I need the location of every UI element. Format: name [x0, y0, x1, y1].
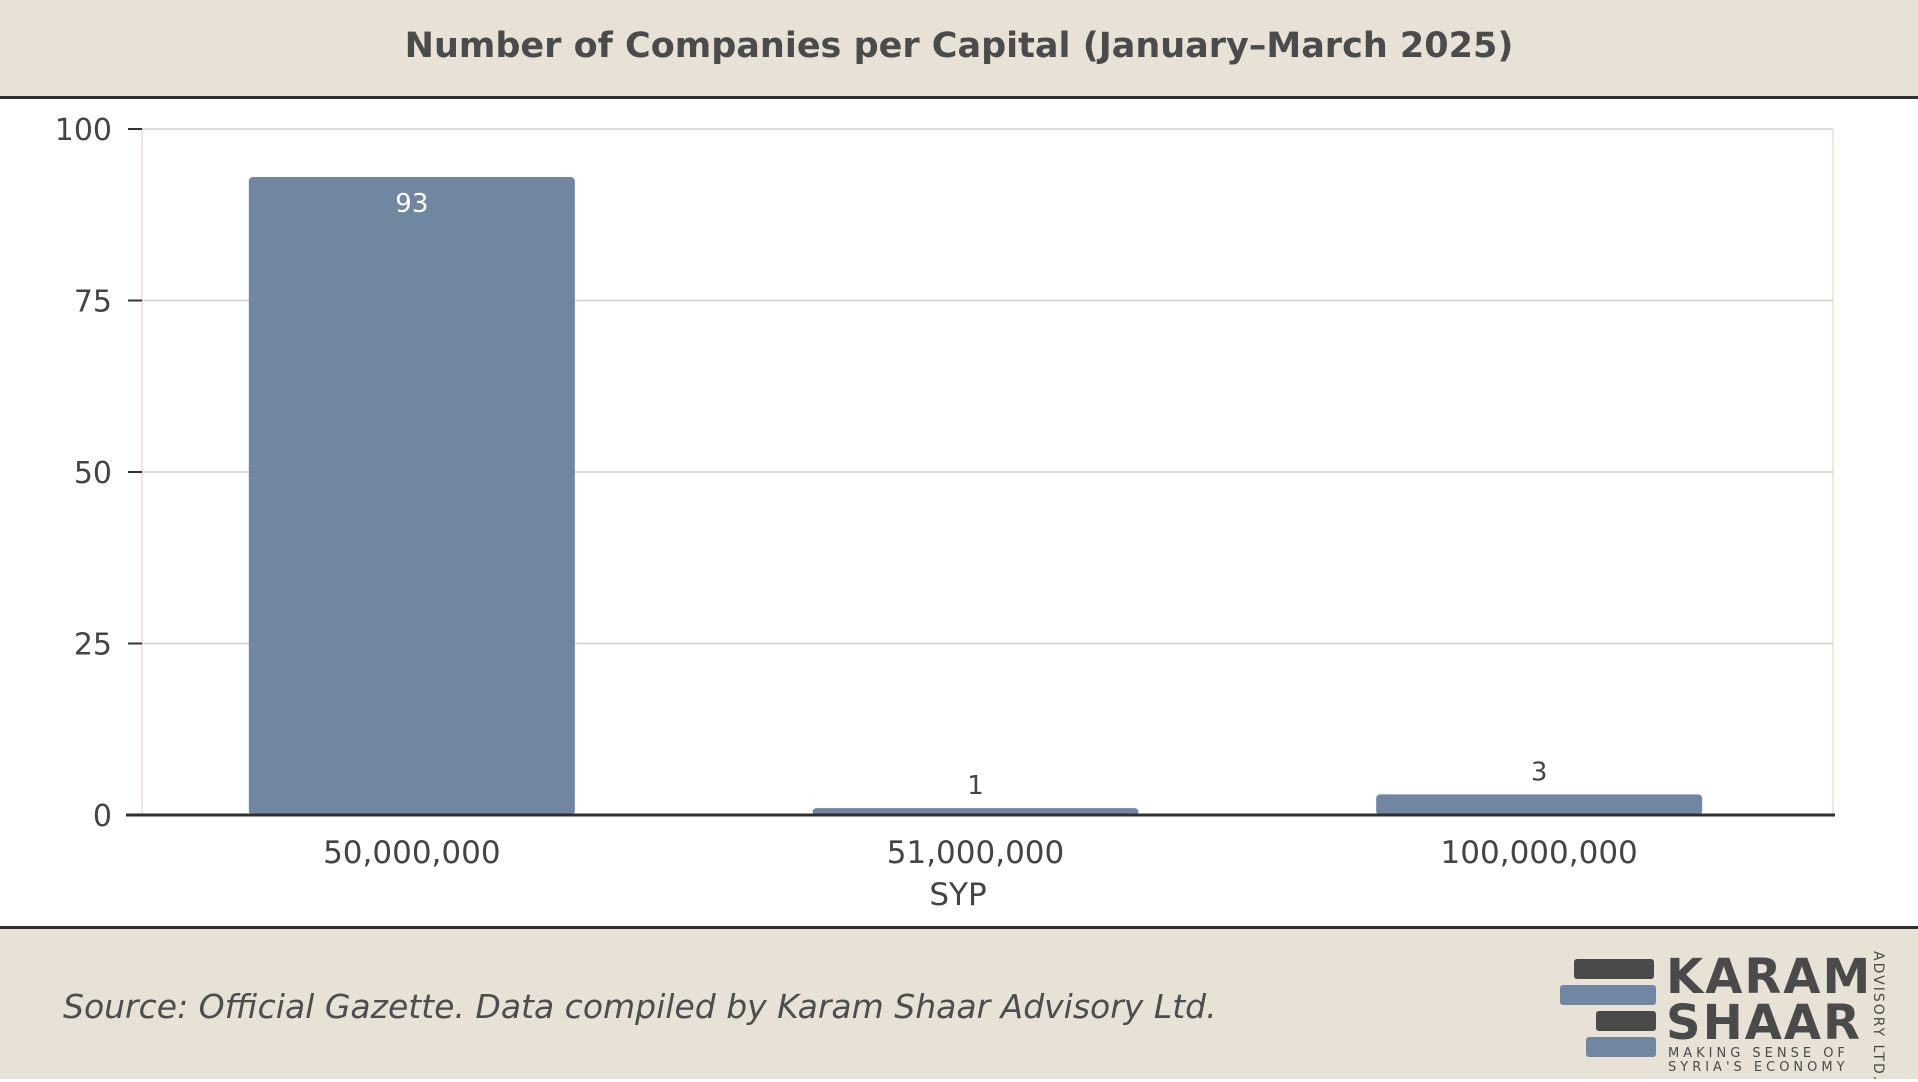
brand-logo: KARAM SHAAR MAKING SENSE OF SYRIA'S ECON…: [1556, 949, 1896, 1082]
logo-stripe-3: [1596, 1011, 1656, 1031]
bar-51000000: [812, 808, 1139, 815]
logo-advisory-ltd: ADVISORY LTD.: [1870, 951, 1886, 1082]
logo-stripe-1: [1574, 959, 1654, 979]
logo-word-karam: KARAM: [1666, 949, 1873, 1005]
x-tick-label: 51,000,000: [887, 835, 1065, 871]
logo-word-shaar: SHAAR: [1666, 995, 1862, 1051]
bar-value-label: 1: [967, 771, 984, 801]
bar-100000000: [1376, 794, 1703, 815]
chart-footer: Source: Official Gazette. Data compiled …: [0, 926, 1918, 1082]
logo-tagline-2: SYRIA'S ECONOMY: [1668, 1060, 1849, 1075]
y-tick-label: 50: [74, 456, 112, 491]
bar-chart: 0 25 50 75 100 93 50,000,000 1 51,000,000 3 100,00…: [55, 113, 1835, 913]
x-tick-label: 100,000,000: [1441, 835, 1638, 871]
logo-stripe-4: [1586, 1037, 1656, 1057]
y-tick-label: 0: [93, 799, 112, 834]
source-note: Source: Official Gazette. Data compiled …: [63, 987, 1217, 1026]
chart-plot-area: 0 25 50 75 100 93 50,000,000 1 51,000,000 3 100,00…: [0, 99, 1918, 926]
x-axis-title: SYP: [929, 877, 986, 913]
logo-tagline-1: MAKING SENSE OF: [1668, 1046, 1849, 1061]
y-tick-label: 100: [55, 113, 112, 148]
y-tick-label: 25: [74, 628, 112, 663]
y-tick-label: 75: [74, 285, 112, 320]
chart-header: Number of Companies per Capital (January…: [0, 0, 1918, 99]
bar-value-label: 93: [395, 189, 428, 219]
bar-50000000: [248, 177, 575, 815]
x-tick-label: 50,000,000: [323, 835, 501, 871]
logo-stripe-2: [1560, 985, 1656, 1005]
chart-title: Number of Companies per Capital (January…: [404, 26, 1514, 66]
bar-value-label: 3: [1531, 757, 1548, 787]
